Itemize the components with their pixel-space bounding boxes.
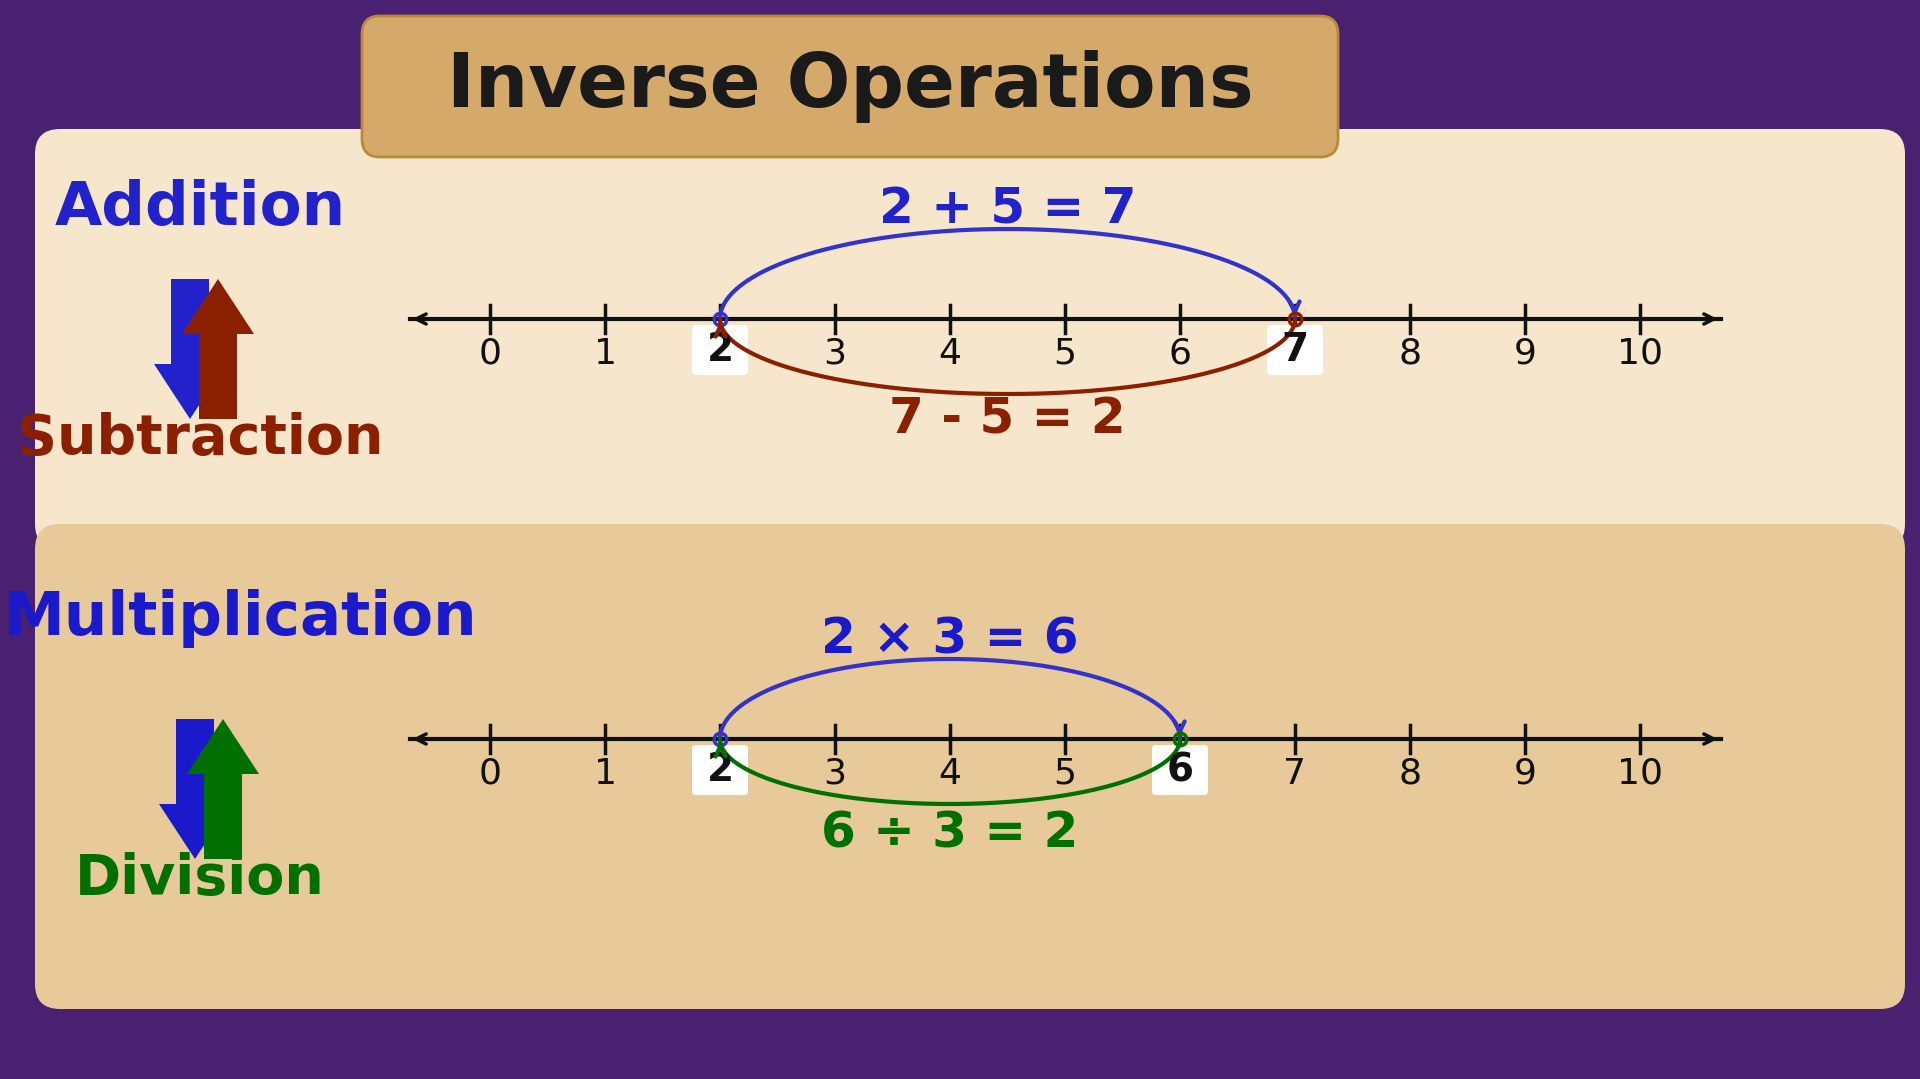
Text: 0: 0 (478, 337, 501, 371)
Text: 7: 7 (1281, 331, 1309, 369)
Text: 5: 5 (1054, 337, 1077, 371)
Text: 2: 2 (707, 751, 733, 789)
Text: 3: 3 (824, 337, 847, 371)
FancyBboxPatch shape (6, 0, 1914, 1039)
Text: Multiplication: Multiplication (4, 589, 476, 648)
Text: 0: 0 (478, 757, 501, 791)
Text: 10: 10 (1617, 757, 1663, 791)
Text: Inverse Operations: Inverse Operations (447, 50, 1254, 123)
Text: 2 + 5 = 7: 2 + 5 = 7 (879, 185, 1137, 233)
Text: 4: 4 (939, 337, 962, 371)
Text: 2: 2 (707, 331, 733, 369)
Text: 9: 9 (1513, 757, 1536, 791)
FancyBboxPatch shape (35, 524, 1905, 1009)
Text: 4: 4 (939, 757, 962, 791)
Text: 9: 9 (1513, 337, 1536, 371)
Text: 5: 5 (1054, 757, 1077, 791)
Text: 1: 1 (593, 337, 616, 371)
FancyBboxPatch shape (1267, 325, 1323, 375)
Text: 8: 8 (1398, 337, 1421, 371)
Text: 3: 3 (824, 757, 847, 791)
Text: 7 - 5 = 2: 7 - 5 = 2 (889, 395, 1125, 443)
Polygon shape (182, 279, 253, 419)
Text: 10: 10 (1617, 337, 1663, 371)
Text: 6: 6 (1169, 337, 1192, 371)
FancyBboxPatch shape (691, 745, 749, 795)
Text: 2 × 3 = 6: 2 × 3 = 6 (822, 615, 1079, 663)
Polygon shape (186, 719, 259, 859)
Text: Subtraction: Subtraction (17, 412, 384, 466)
FancyBboxPatch shape (35, 129, 1905, 549)
Text: 1: 1 (593, 757, 616, 791)
Text: Division: Division (75, 852, 324, 906)
FancyBboxPatch shape (363, 16, 1338, 158)
Polygon shape (154, 279, 227, 419)
FancyBboxPatch shape (691, 325, 749, 375)
Text: Addition: Addition (54, 179, 346, 238)
FancyBboxPatch shape (1152, 745, 1208, 795)
Polygon shape (159, 719, 230, 859)
Text: 6: 6 (1167, 751, 1194, 789)
Text: 6 ÷ 3 = 2: 6 ÷ 3 = 2 (822, 810, 1079, 858)
Text: 7: 7 (1283, 757, 1306, 791)
Text: 8: 8 (1398, 757, 1421, 791)
